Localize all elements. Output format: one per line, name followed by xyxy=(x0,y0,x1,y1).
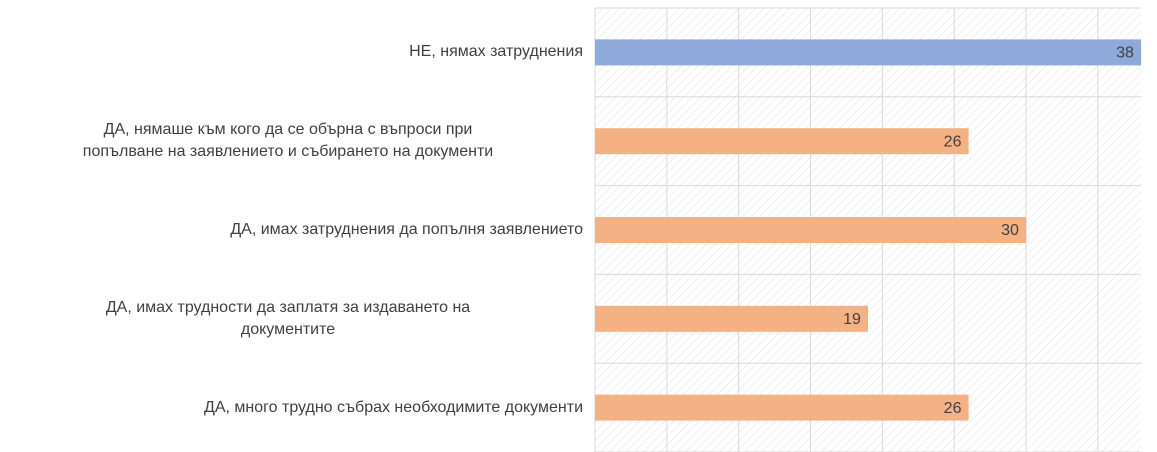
data-label: 19 xyxy=(843,311,861,328)
bar xyxy=(595,128,969,155)
bar xyxy=(595,394,969,421)
bar xyxy=(595,305,868,332)
bar xyxy=(595,39,1141,66)
category-label: ДА, имах затруднения да попълня заявлени… xyxy=(230,221,583,238)
data-label: 26 xyxy=(944,400,962,417)
category-label: ДА, нямаше към кого да се обърна с въпро… xyxy=(82,121,494,161)
data-label: 38 xyxy=(1116,45,1134,62)
bar xyxy=(595,217,1027,243)
data-label: 26 xyxy=(944,133,962,150)
category-label: ДА, много трудно събрах необходимите док… xyxy=(204,398,583,416)
category-label: ДА, имах трудности да заплатя за издаван… xyxy=(105,298,471,338)
data-label: 30 xyxy=(1001,222,1019,239)
category-label: НЕ, нямах затруднения xyxy=(409,43,583,61)
